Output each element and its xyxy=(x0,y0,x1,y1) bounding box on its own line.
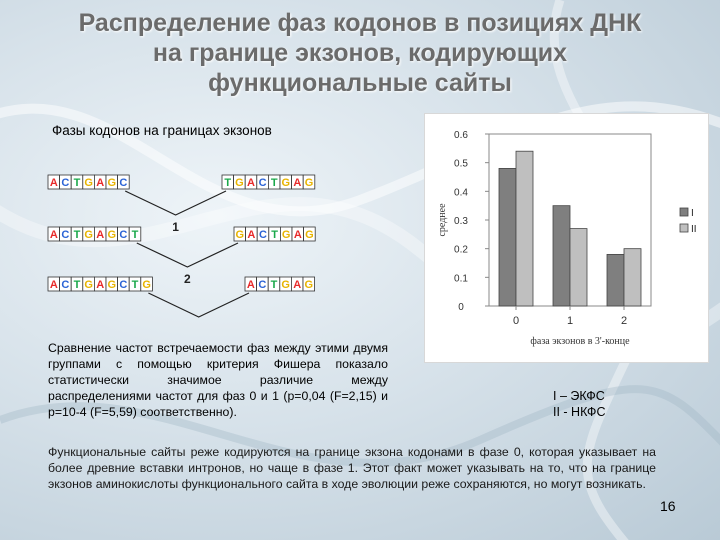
dna-base-right: A xyxy=(293,177,301,189)
dna-base-right: G xyxy=(235,177,244,189)
dna-base-left: G xyxy=(108,279,117,291)
phase-bar-chart: 0 0.1 0.2 0.3 0.4 0.5 0.6 0 1 2 среднее фаза экзоно… xyxy=(437,130,697,347)
y-tick-label: 0 xyxy=(458,302,464,313)
dna-base-left: C xyxy=(61,229,69,241)
group-key: I – ЭКФС II - НКФС xyxy=(553,388,605,420)
dna-base-left: A xyxy=(96,229,104,241)
dna-base-left: A xyxy=(50,229,58,241)
dna-base-left: G xyxy=(142,279,151,291)
title-line-3: функциональные сайты xyxy=(208,69,512,97)
dna-base-left: A xyxy=(50,279,58,291)
phase-chart-panel: 0 0.1 0.2 0.3 0.4 0.5 0.6 0 1 2 среднее фаза экзоно… xyxy=(424,113,709,363)
dna-cell xyxy=(302,276,316,292)
intron-connector xyxy=(148,292,250,318)
bar-series-II-cat-1 xyxy=(569,228,588,307)
dna-cell xyxy=(117,174,130,190)
dna-base-left: C xyxy=(119,279,127,291)
dna-base-left: C xyxy=(61,177,69,189)
dna-cell xyxy=(140,276,153,292)
dna-base-right: C xyxy=(259,177,267,189)
legend-label-II: II xyxy=(691,224,697,235)
legend-swatch-II xyxy=(679,223,689,233)
dna-base-right: G xyxy=(281,279,290,291)
dna-base-left: T xyxy=(74,279,81,291)
y-tick-label: 0.6 xyxy=(454,130,468,141)
dna-base-right: A xyxy=(294,229,302,241)
dna-base-right: G xyxy=(305,177,314,189)
x-axis-label: фаза экзонов в 3'-конце xyxy=(530,336,630,347)
dna-base-left: A xyxy=(50,177,58,189)
dna-base-right: T xyxy=(271,177,278,189)
dna-base-left: T xyxy=(74,229,81,241)
dna-base-right: T xyxy=(271,279,278,291)
slide-title: Распределение фаз кодонов в позициях ДНК… xyxy=(20,8,700,98)
dna-base-right: T xyxy=(224,177,231,189)
dna-base-right: A xyxy=(247,229,255,241)
dna-base-right: T xyxy=(271,229,278,241)
y-tick-label: 0.1 xyxy=(454,273,468,284)
x-tick-label: 2 xyxy=(621,315,627,327)
legend-label-I: I xyxy=(691,208,694,219)
dna-base-left: A xyxy=(96,279,104,291)
dna-row-0: ACTGAGCTGACTGAG0 xyxy=(47,276,316,318)
dna-diagram-caption: Фазы кодонов на границах экзонов xyxy=(52,123,272,138)
x-tick-label: 0 xyxy=(513,315,519,327)
group-key-i: I – ЭКФС xyxy=(553,389,605,403)
dna-base-right: G xyxy=(305,229,314,241)
y-tick-label: 0.3 xyxy=(454,216,468,227)
dna-cell xyxy=(302,174,316,190)
dna-base-right: A xyxy=(247,279,255,291)
dna-base-left: T xyxy=(132,279,139,291)
dna-base-left: C xyxy=(61,279,69,291)
dna-base-right: A xyxy=(247,177,255,189)
dna-row-1: A C T G A G C T G A C T G A G1 xyxy=(47,174,316,234)
dna-base-left: G xyxy=(108,229,117,241)
y-tick-label: 0.2 xyxy=(454,245,468,256)
phase-label: 2 xyxy=(184,272,191,286)
dna-base-left: T xyxy=(74,177,81,189)
bar-series-I-cat-2 xyxy=(606,253,625,307)
dna-base-right: G xyxy=(305,279,314,291)
dna-base-right: A xyxy=(293,279,301,291)
dna-base-left: G xyxy=(84,177,93,189)
page-number: 16 xyxy=(660,498,676,514)
x-tick-label: 1 xyxy=(567,315,573,327)
dna-base-right: G xyxy=(282,177,291,189)
conclusion-text: Функциональные сайты реже кодируются на … xyxy=(48,445,656,491)
dna-base-left: G xyxy=(84,279,93,291)
intron-connector xyxy=(136,242,239,268)
dna-base-right: G xyxy=(282,229,291,241)
title-line-1: Распределение фаз кодонов в позициях ДНК xyxy=(78,9,642,37)
dna-base-left: A xyxy=(96,177,104,189)
dna-base-left: G xyxy=(108,177,117,189)
dna-cell xyxy=(303,226,316,242)
bar-series-II-cat-0 xyxy=(515,150,534,307)
title-line-2: на границе экзонов, кодирующих xyxy=(152,39,568,67)
phase-label: 1 xyxy=(172,220,179,234)
bar-series-I-cat-0 xyxy=(498,168,517,307)
dna-base-left: T xyxy=(132,229,139,241)
bar-series-II-cat-2 xyxy=(623,248,642,307)
y-tick-label: 0.5 xyxy=(454,159,468,170)
group-key-ii: II - НКФС xyxy=(553,405,606,419)
y-axis-label: среднее xyxy=(437,203,448,237)
dna-base-left: C xyxy=(119,229,127,241)
intron-connector xyxy=(124,190,227,216)
dna-cell xyxy=(128,226,142,242)
dna-base-left: C xyxy=(119,177,127,189)
dna-base-right: C xyxy=(259,229,267,241)
dna-base-left: G xyxy=(84,229,93,241)
dna-phase-diagram: A C T G A G C T G A C T G A G1A C T G A G C T G A C T G A G2A C T G A G C T… xyxy=(47,174,316,318)
y-tick-label: 0.4 xyxy=(454,187,468,198)
bar-series-I-cat-1 xyxy=(552,205,571,307)
dna-row-2: A C T G A G C T G A C T G A G2 xyxy=(47,226,316,286)
dna-base-right: C xyxy=(258,279,266,291)
dna-base-right: G xyxy=(236,229,245,241)
legend-swatch-I xyxy=(679,207,689,217)
comparison-text: Сравнение частот встречаемости фаз между… xyxy=(48,341,388,419)
